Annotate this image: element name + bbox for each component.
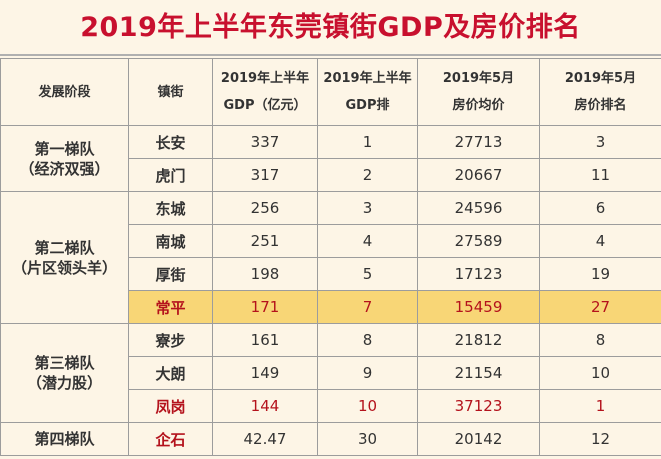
table-row: 凤岗 144 10 37123 1: [1, 389, 661, 423]
group-desc: （片区领头羊）: [11, 258, 117, 277]
table-row: 虎门 317 2 20667 11: [1, 158, 661, 192]
price-cell: 20142: [417, 422, 540, 456]
price-rank-cell: 27: [539, 290, 661, 324]
gdp-cell: 149: [212, 356, 318, 390]
price-rank-cell: 11: [539, 158, 661, 192]
price-rank-cell: 4: [539, 224, 661, 258]
gdp-cell: 251: [212, 224, 318, 258]
gdp-cell: 198: [212, 257, 318, 291]
header-gdp-rank-line2: GDP排: [345, 98, 390, 113]
town-cell: 东城: [128, 191, 213, 225]
gdp-cell: 317: [212, 158, 318, 192]
gdp-cell: 161: [212, 323, 318, 357]
price-rank-cell: 3: [539, 125, 661, 159]
header-price-line1: 2019年5月: [442, 71, 515, 86]
group-name: 第四梯队: [34, 430, 95, 448]
price-cell: 24596: [417, 191, 540, 225]
page-title: 2019年上半年东莞镇街GDP及房价排名: [0, 0, 661, 56]
gdp-rank-cell: 1: [317, 125, 418, 159]
town-cell: 厚街: [128, 257, 213, 291]
table-header-row: 发展阶段 镇街 2019年上半年 GDP（亿元） 2019年上半年 GDP排 2…: [0, 58, 661, 126]
town-cell: 大朗: [128, 356, 213, 390]
header-gdp: 2019年上半年 GDP（亿元）: [212, 58, 318, 126]
group-desc: （潜力股）: [26, 374, 102, 392]
gdp-cell: 256: [212, 191, 318, 225]
group-name: 第一梯队: [34, 139, 95, 158]
gdp-cell: 337: [212, 125, 318, 159]
header-price-rank: 2019年5月 房价排名: [539, 58, 661, 126]
price-cell: 20667: [417, 158, 540, 192]
price-cell: 27589: [417, 224, 540, 258]
price-cell: 37123: [417, 389, 540, 423]
group-name: 第三梯队: [34, 354, 95, 372]
price-cell: 15459: [417, 290, 540, 324]
town-cell: 寮步: [128, 323, 213, 357]
group-tier-4: 第四梯队: [0, 422, 129, 456]
header-gdp-line1: 2019年上半年: [220, 71, 310, 86]
header-gdp-rank-line1: 2019年上半年: [323, 71, 412, 86]
table-row: 第一梯队 （经济双强） 长安 337 1 27713 3: [0, 125, 661, 192]
table-row: 第二梯队 （片区领头羊） 东城 256 3 24596 6: [0, 191, 661, 324]
gdp-rank-cell: 8: [317, 323, 418, 357]
gdp-rank-cell: 4: [317, 224, 418, 258]
group-tier-3: 第三梯队 （潜力股）: [0, 323, 129, 423]
gdp-cell: 144: [212, 389, 318, 423]
table-row: 第四梯队 企石 42.47 30 20142 12: [0, 422, 661, 456]
table-row: 南城 251 4 27589 4: [1, 224, 661, 258]
town-cell: 南城: [128, 224, 213, 258]
group-name: 第二梯队: [34, 238, 95, 257]
header-town: 镇街: [128, 58, 213, 126]
gdp-rank-cell: 10: [317, 389, 418, 423]
price-rank-cell: 1: [539, 389, 661, 423]
gdp-rank-cell: 30: [317, 422, 418, 456]
header-price: 2019年5月 房价均价: [417, 58, 540, 126]
price-rank-cell: 8: [539, 323, 661, 357]
gdp-rank-cell: 9: [317, 356, 418, 390]
price-rank-cell: 10: [539, 356, 661, 390]
price-cell: 17123: [417, 257, 540, 291]
group-desc: （经济双强）: [19, 159, 110, 178]
gdp-rank-cell: 5: [317, 257, 418, 291]
group-tier-1: 第一梯队 （经济双强）: [0, 125, 129, 192]
header-price-line2: 房价均价: [452, 98, 505, 113]
gdp-cell: 42.47: [212, 422, 318, 456]
town-cell: 凤岗: [128, 389, 213, 423]
header-stage: 发展阶段: [0, 58, 129, 126]
town-cell: 虎门: [128, 158, 213, 192]
header-gdp-line2: GDP（亿元）: [223, 98, 307, 113]
price-cell: 21812: [417, 323, 540, 357]
price-rank-cell: 19: [539, 257, 661, 291]
price-cell: 21154: [417, 356, 540, 390]
header-price-rank-line1: 2019年5月: [564, 71, 637, 86]
table-row: 大朗 149 9 21154 10: [1, 356, 661, 390]
gdp-rank-cell: 3: [317, 191, 418, 225]
table-row: 第三梯队 （潜力股） 寮步 161 8 21812 8: [0, 323, 661, 423]
price-cell: 27713: [417, 125, 540, 159]
ranking-table: 发展阶段 镇街 2019年上半年 GDP（亿元） 2019年上半年 GDP排 2…: [0, 58, 661, 456]
gdp-cell: 171: [212, 290, 318, 324]
price-rank-cell: 12: [539, 422, 661, 456]
header-price-rank-line2: 房价排名: [574, 98, 627, 113]
group-tier-2: 第二梯队 （片区领头羊）: [0, 191, 129, 324]
town-cell: 企石: [128, 422, 213, 456]
price-rank-cell: 6: [539, 191, 661, 225]
header-gdp-rank: 2019年上半年 GDP排: [317, 58, 418, 126]
gdp-rank-cell: 2: [317, 158, 418, 192]
town-cell: 长安: [128, 125, 213, 159]
town-cell: 常平: [128, 290, 213, 324]
table-row: 厚街 198 5 17123 19: [1, 257, 661, 291]
gdp-rank-cell: 7: [317, 290, 418, 324]
